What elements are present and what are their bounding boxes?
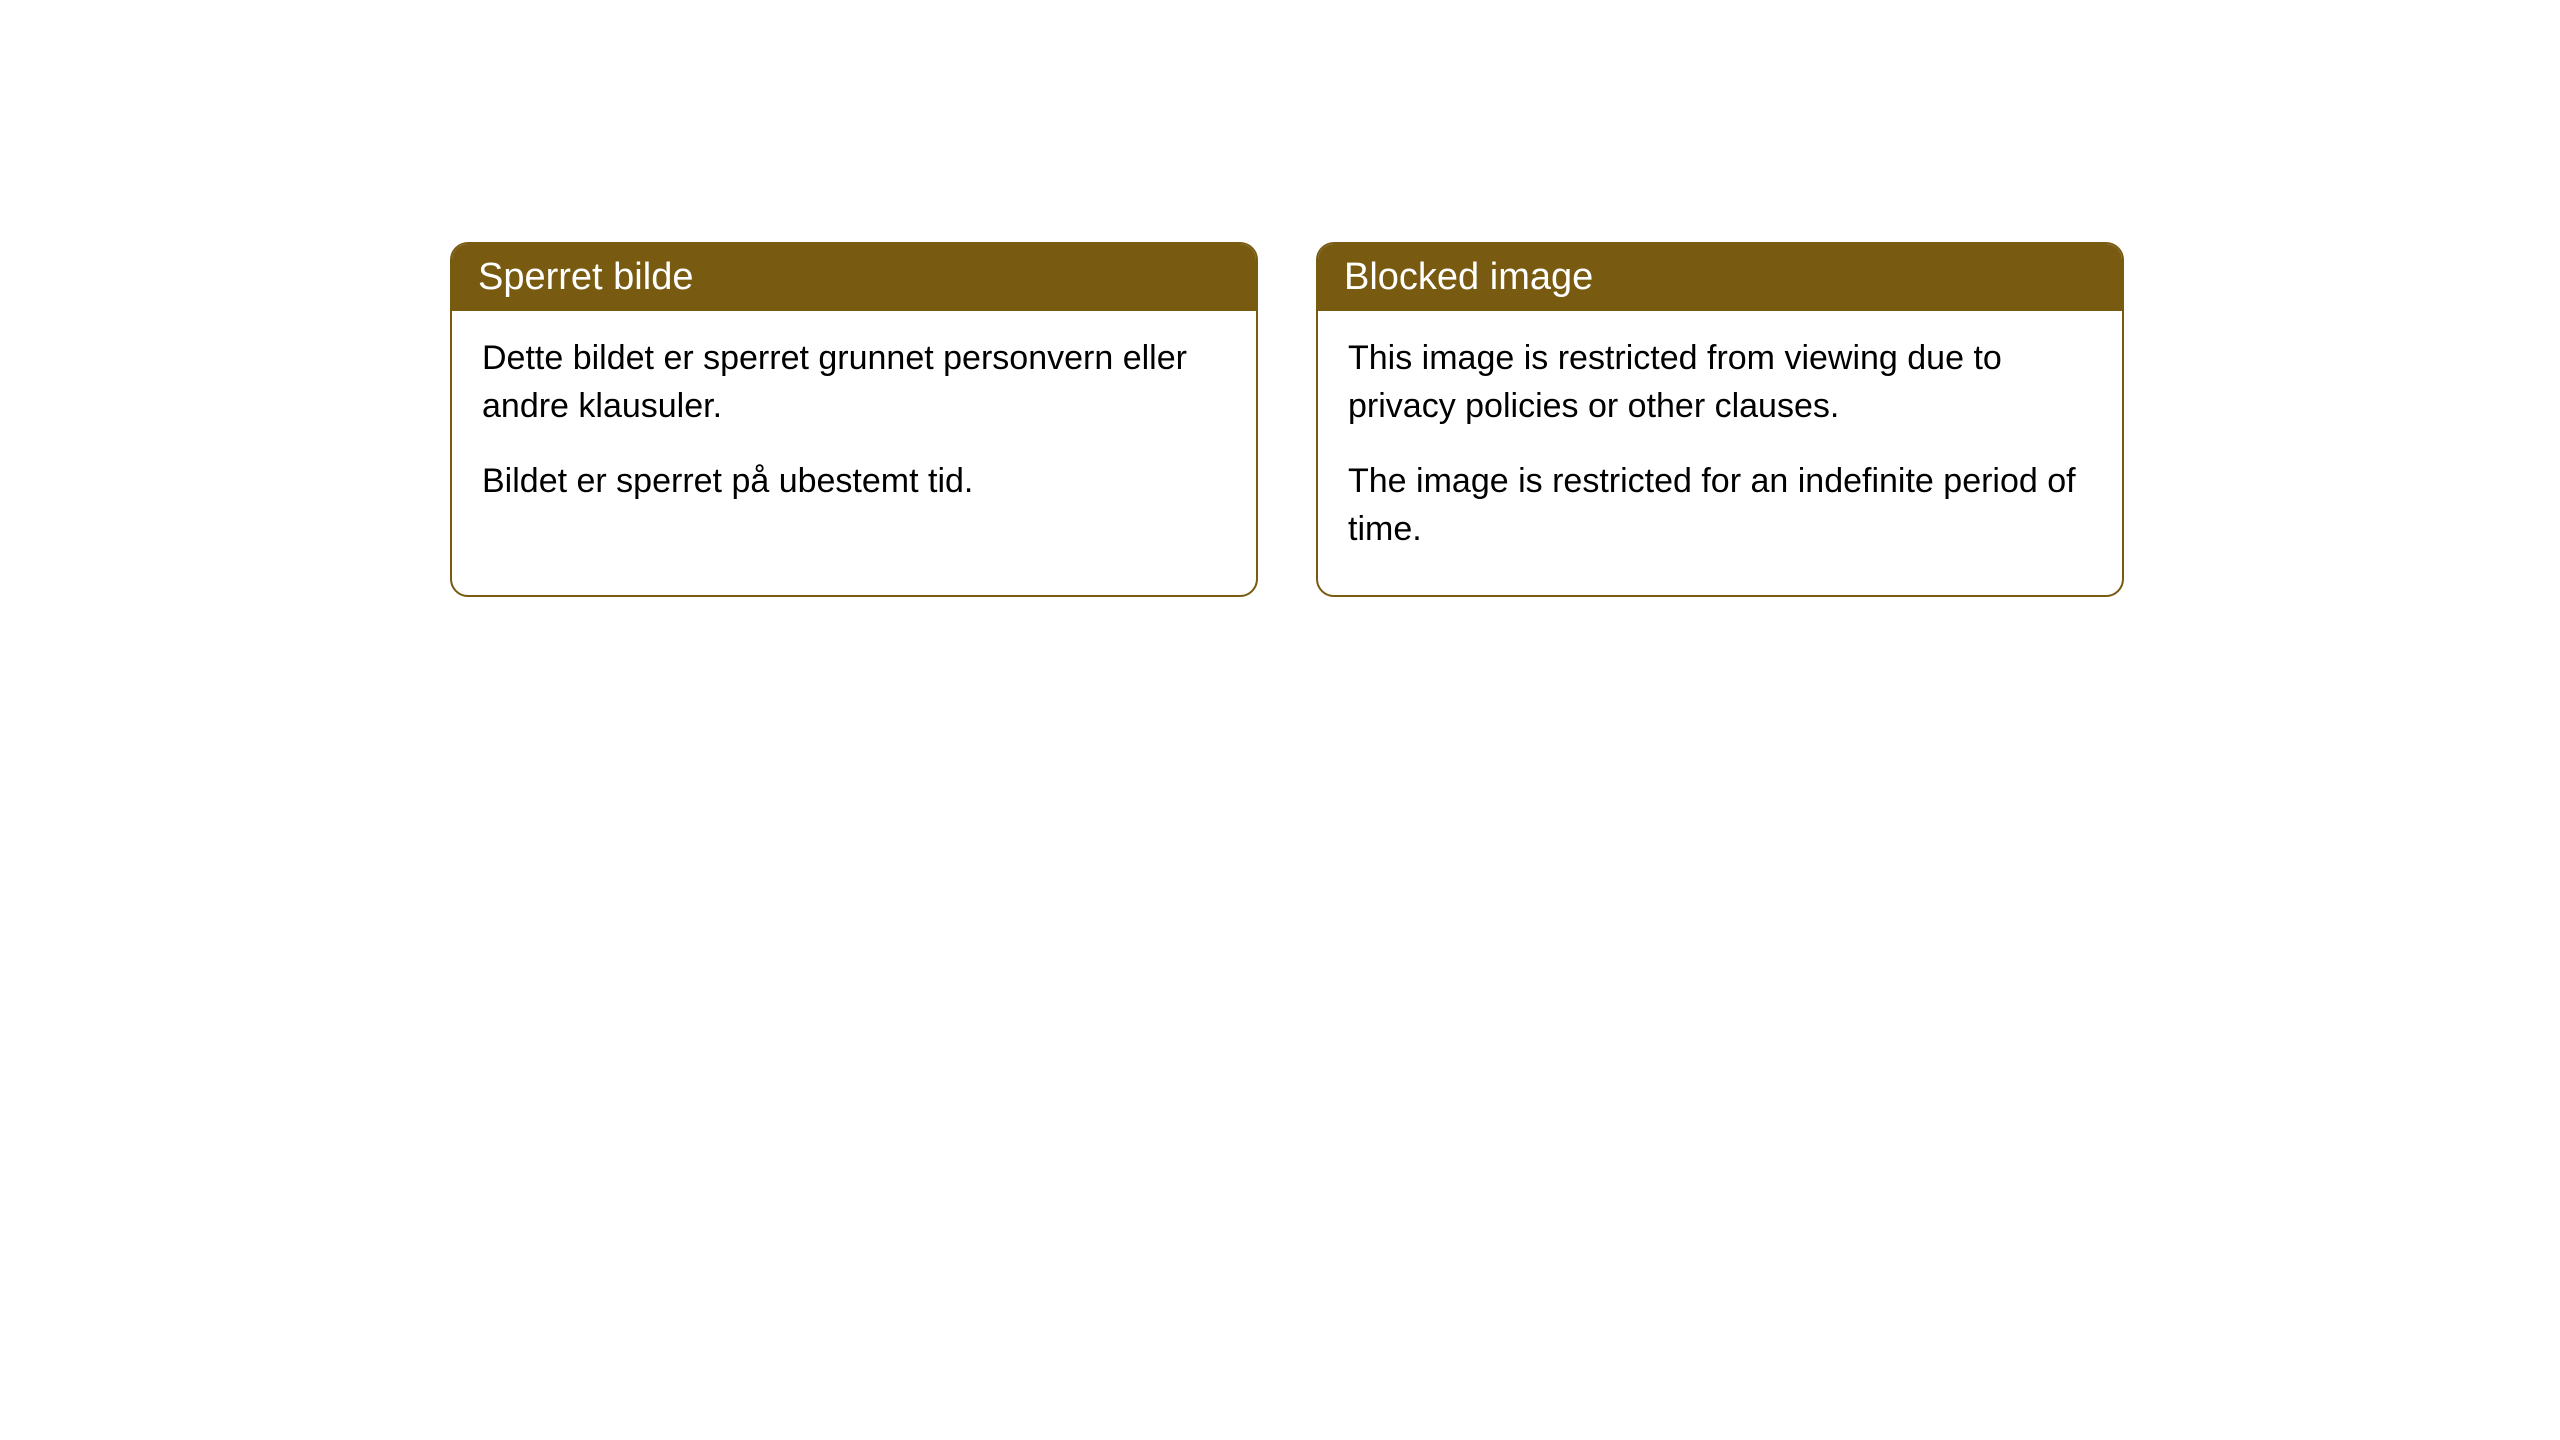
card-paragraph: This image is restricted from viewing du… — [1348, 335, 2092, 430]
card-body: Dette bildet er sperret grunnet personve… — [452, 311, 1256, 548]
notice-card-norwegian: Sperret bilde Dette bildet er sperret gr… — [450, 242, 1258, 597]
card-header: Sperret bilde — [452, 244, 1256, 311]
card-paragraph: The image is restricted for an indefinit… — [1348, 458, 2092, 553]
notice-cards-container: Sperret bilde Dette bildet er sperret gr… — [450, 242, 2124, 597]
card-body: This image is restricted from viewing du… — [1318, 311, 2122, 595]
card-header: Blocked image — [1318, 244, 2122, 311]
card-title: Sperret bilde — [478, 256, 693, 298]
card-paragraph: Bildet er sperret på ubestemt tid. — [482, 458, 1226, 506]
card-paragraph: Dette bildet er sperret grunnet personve… — [482, 335, 1226, 430]
notice-card-english: Blocked image This image is restricted f… — [1316, 242, 2124, 597]
card-title: Blocked image — [1344, 256, 1593, 298]
